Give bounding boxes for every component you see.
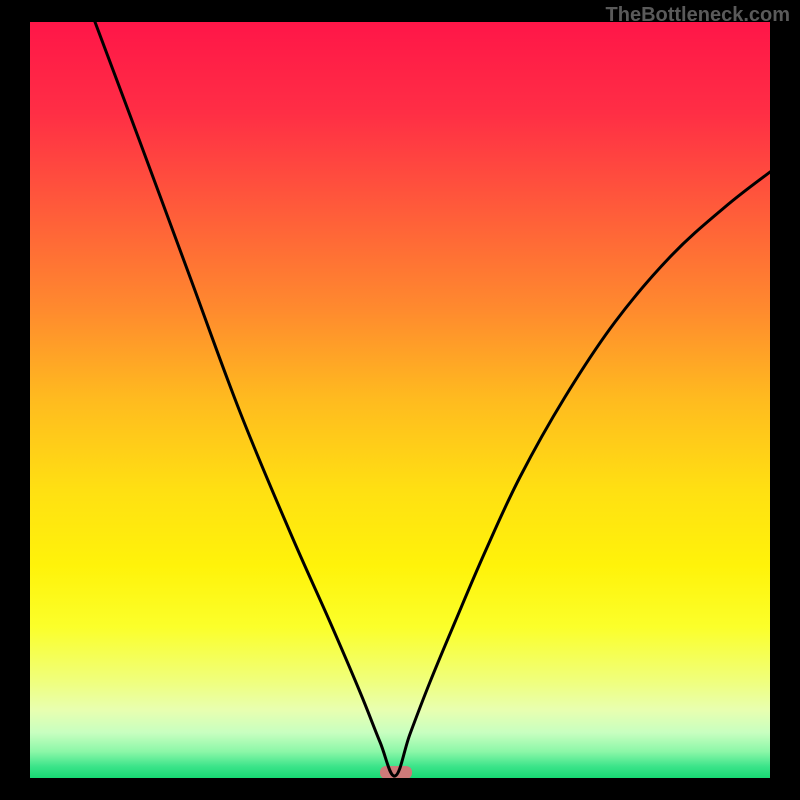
plot-area — [30, 22, 770, 778]
watermark-text: TheBottleneck.com — [606, 4, 790, 27]
curve-svg — [30, 22, 770, 778]
curve-path — [95, 22, 770, 776]
chart-container: TheBottleneck.com — [0, 0, 800, 800]
